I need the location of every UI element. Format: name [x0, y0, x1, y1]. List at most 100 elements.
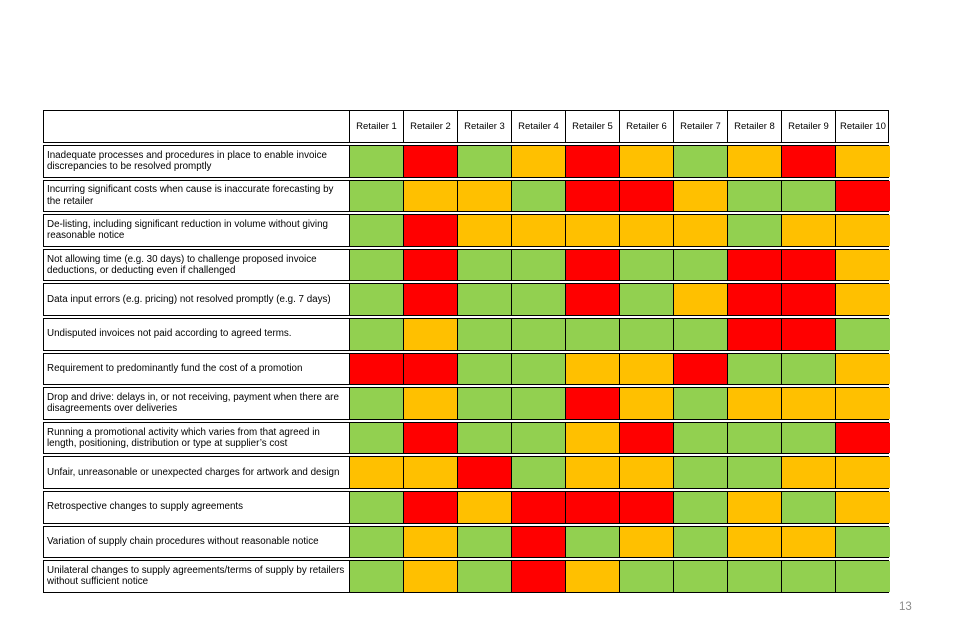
rating-cell-green	[458, 249, 512, 281]
matrix-row: Not allowing time (e.g. 30 days) to chal…	[43, 248, 890, 282]
matrix-row: Undisputed invoices not paid according t…	[43, 317, 890, 351]
matrix-row: Retrospective changes to supply agreemen…	[43, 490, 890, 524]
matrix-body: Inadequate processes and procedures in p…	[43, 145, 890, 593]
rating-cell-red	[512, 561, 566, 592]
rating-cell-amber	[350, 457, 404, 488]
rating-cell-amber	[458, 491, 512, 523]
rating-cell-amber	[836, 146, 890, 177]
rating-cell-red	[566, 249, 620, 281]
rating-cell-green	[728, 561, 782, 592]
row-label: Running a promotional activity which var…	[44, 422, 350, 454]
rating-cell-green	[350, 146, 404, 177]
rating-cell-red	[458, 457, 512, 488]
matrix-row: Running a promotional activity which var…	[43, 421, 890, 455]
row-label: Incurring significant costs when cause i…	[44, 180, 350, 212]
rating-cell-green	[674, 561, 728, 592]
rating-cell-red	[836, 180, 890, 212]
rating-cell-amber	[674, 180, 728, 212]
row-label: Unilateral changes to supply agreements/…	[44, 561, 350, 592]
row-label: Requirement to predominantly fund the co…	[44, 353, 350, 385]
rating-cell-green	[350, 284, 404, 315]
rating-cell-green	[674, 388, 728, 419]
rating-cell-red	[836, 422, 890, 454]
rating-cell-green	[350, 388, 404, 419]
rating-cell-green	[728, 215, 782, 246]
retailer-column-header: Retailer 9	[782, 111, 836, 142]
rating-cell-amber	[782, 388, 836, 419]
retailer-column-header: Retailer 6	[620, 111, 674, 142]
rating-cell-amber	[728, 526, 782, 558]
rating-cell-red	[620, 422, 674, 454]
retailer-column-header: Retailer 8	[728, 111, 782, 142]
rating-cell-amber	[566, 561, 620, 592]
row-label: Retrospective changes to supply agreemen…	[44, 491, 350, 523]
rating-cell-green	[674, 491, 728, 523]
rating-cell-amber	[458, 180, 512, 212]
matrix-row: Data input errors (e.g. pricing) not res…	[43, 283, 890, 316]
matrix-row: Incurring significant costs when cause i…	[43, 179, 890, 213]
rating-cell-green	[458, 146, 512, 177]
retailer-column-header: Retailer 2	[404, 111, 458, 142]
table-header-row: Retailer 1 Retailer 2 Retailer 3 Retailer 4…	[43, 110, 889, 143]
rating-cell-green	[350, 180, 404, 212]
rating-cell-red	[674, 353, 728, 385]
rating-cell-green	[458, 318, 512, 350]
rating-cell-red	[404, 353, 458, 385]
rating-cell-green	[620, 318, 674, 350]
rating-cell-amber	[620, 388, 674, 419]
rating-cell-green	[512, 422, 566, 454]
rating-cell-red	[404, 146, 458, 177]
row-label: De-listing, including significant reduct…	[44, 215, 350, 246]
rating-cell-green	[782, 422, 836, 454]
rating-cell-green	[620, 249, 674, 281]
rating-cell-green	[728, 422, 782, 454]
rating-cell-amber	[458, 215, 512, 246]
rating-cell-amber	[620, 526, 674, 558]
retailer-column-header: Retailer 7	[674, 111, 728, 142]
rating-cell-green	[836, 526, 890, 558]
rating-cell-green	[512, 353, 566, 385]
rating-cell-amber	[782, 457, 836, 488]
rating-cell-red	[566, 388, 620, 419]
rating-cell-green	[458, 561, 512, 592]
rating-cell-red	[512, 526, 566, 558]
rating-cell-red	[782, 249, 836, 281]
rating-cell-green	[458, 353, 512, 385]
rating-cell-amber	[836, 249, 890, 281]
row-label: Variation of supply chain procedures wit…	[44, 526, 350, 558]
rating-cell-amber	[404, 180, 458, 212]
rating-cell-green	[674, 318, 728, 350]
rating-cell-green	[350, 422, 404, 454]
rating-cell-green	[512, 249, 566, 281]
rating-cell-green	[728, 353, 782, 385]
rating-cell-red	[404, 284, 458, 315]
rating-cell-red	[566, 491, 620, 523]
rating-cell-red	[404, 215, 458, 246]
rating-cell-amber	[674, 284, 728, 315]
rating-cell-red	[782, 284, 836, 315]
rating-cell-green	[350, 526, 404, 558]
corner-cell	[44, 111, 350, 142]
rating-cell-green	[566, 526, 620, 558]
row-label: Drop and drive: delays in, or not receiv…	[44, 388, 350, 419]
rating-cell-green	[566, 318, 620, 350]
rating-cell-amber	[404, 526, 458, 558]
rating-cell-green	[350, 491, 404, 523]
rating-cell-green	[620, 561, 674, 592]
retailer-column-header: Retailer 1	[350, 111, 404, 142]
rating-cell-amber	[782, 526, 836, 558]
rating-cell-green	[350, 249, 404, 281]
risk-matrix-table: Retailer 1 Retailer 2 Retailer 3 Retailer 4…	[43, 110, 890, 593]
rating-cell-green	[458, 388, 512, 419]
rating-cell-amber	[620, 457, 674, 488]
rating-cell-red	[404, 422, 458, 454]
rating-cell-red	[728, 249, 782, 281]
rating-cell-amber	[836, 491, 890, 523]
rating-cell-amber	[566, 215, 620, 246]
rating-cell-green	[674, 422, 728, 454]
rating-cell-red	[512, 491, 566, 523]
rating-cell-amber	[674, 215, 728, 246]
matrix-row: Drop and drive: delays in, or not receiv…	[43, 387, 890, 420]
rating-cell-amber	[728, 146, 782, 177]
